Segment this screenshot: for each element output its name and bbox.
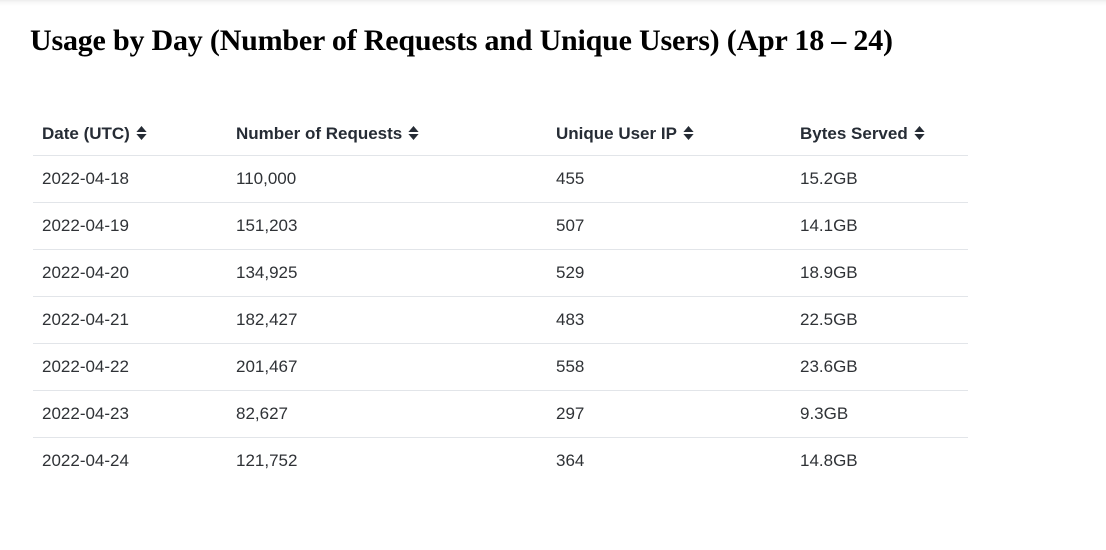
table-cell-requests: 121,752 <box>236 451 298 470</box>
table-cell-unique-users: 483 <box>547 296 791 344</box>
page-title: Usage by Day (Number of Requests and Uni… <box>30 24 893 57</box>
table-cell-requests: 134,925 <box>227 249 547 297</box>
table-cell-unique-users: 364 <box>556 451 585 470</box>
table-cell-date: 2022-04-23 <box>33 390 227 438</box>
table-cell-bytes: 15.2GB <box>791 155 968 203</box>
table-cell-unique-users: 297 <box>547 390 791 438</box>
column-header-label: Unique User IP <box>556 123 677 143</box>
sort-arrows-icon <box>683 125 694 140</box>
table-cell-date: 2022-04-24 <box>42 451 129 470</box>
table-cell-date: 2022-04-19 <box>33 202 227 250</box>
table-cell-bytes: 9.3GB <box>791 390 968 438</box>
table-row: 2022-04-19 151,203 507 14.1GB <box>33 202 968 250</box>
table-cell-requests: 151,203 <box>227 202 547 250</box>
table-row: 2022-04-21 182,427 483 22.5GB <box>33 296 968 344</box>
table-cell-requests: 110,000 <box>227 155 547 203</box>
usage-table: Date (UTC) Number of Requests Unique Use… <box>33 112 968 484</box>
usage-table-body: 2022-04-18 110,000 455 15.2GB 2022-04-19 151,… <box>33 155 968 485</box>
table-cell-requests: 82,627 <box>227 390 547 438</box>
table-cell-requests: 182,427 <box>227 296 547 344</box>
table-header-row: Date (UTC) Number of Requests Unique Use… <box>33 112 968 156</box>
column-header-label: Date (UTC) <box>42 123 130 143</box>
table-cell-date: 2022-04-22 <box>33 343 227 391</box>
column-header-label: Number of Requests <box>236 123 403 143</box>
table-cell-date: 2022-04-18 <box>33 155 227 203</box>
sort-arrows-icon <box>136 125 147 140</box>
column-header-date[interactable]: Date (UTC) <box>33 112 227 156</box>
table-cell-date: 2022-04-20 <box>33 249 227 297</box>
table-cell-bytes: 18.9GB <box>791 249 968 297</box>
sort-arrows-icon <box>914 125 925 140</box>
column-header-label: Bytes Served <box>800 123 908 143</box>
table-row: 2022-04-18 110,000 455 15.2GB <box>33 155 968 203</box>
sort-arrows-icon <box>408 125 419 140</box>
table-cell-date: 2022-04-21 <box>33 296 227 344</box>
table-cell-unique-users: 558 <box>547 343 791 391</box>
table-cell-bytes: 22.5GB <box>791 296 968 344</box>
column-header-requests[interactable]: Number of Requests <box>227 112 547 156</box>
table-cell-unique-users: 455 <box>547 155 791 203</box>
table-cell-unique-users: 507 <box>547 202 791 250</box>
table-cell-requests: 201,467 <box>227 343 547 391</box>
column-header-bytes-served[interactable]: Bytes Served <box>791 112 968 156</box>
column-header-unique-user-ip[interactable]: Unique User IP <box>547 112 791 156</box>
table-row: 2022-04-22 201,467 558 23.6GB <box>33 343 968 391</box>
table-cell-bytes: 14.8GB <box>800 451 858 470</box>
table-cell-unique-users: 529 <box>547 249 791 297</box>
table-row: 2022-04-23 82,627 297 9.3GB <box>33 390 968 438</box>
table-row: 2022-04-24 121,752 364 14.8GB <box>33 438 968 485</box>
table-cell-bytes: 23.6GB <box>791 343 968 391</box>
table-cell-bytes: 14.1GB <box>791 202 968 250</box>
table-row: 2022-04-20 134,925 529 18.9GB <box>33 249 968 297</box>
